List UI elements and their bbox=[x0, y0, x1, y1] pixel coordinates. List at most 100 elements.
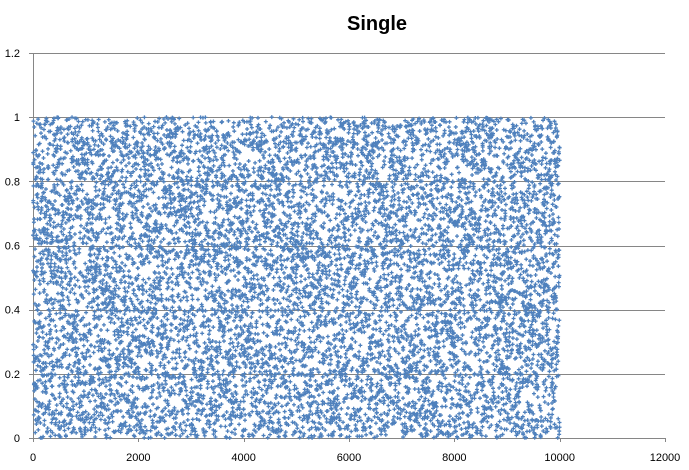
data-point bbox=[65, 382, 70, 387]
data-point bbox=[34, 422, 39, 427]
data-point bbox=[72, 291, 77, 296]
data-point bbox=[186, 187, 191, 192]
data-point bbox=[64, 287, 69, 292]
data-point bbox=[92, 142, 97, 147]
data-point bbox=[40, 265, 45, 270]
data-point bbox=[237, 422, 242, 427]
data-point bbox=[42, 239, 47, 244]
data-point bbox=[218, 147, 223, 152]
data-point bbox=[60, 293, 65, 298]
data-point bbox=[88, 399, 93, 404]
data-point bbox=[32, 217, 37, 222]
data-point bbox=[116, 286, 121, 291]
data-point bbox=[262, 239, 267, 244]
data-point bbox=[210, 179, 215, 184]
data-point bbox=[186, 411, 191, 416]
data-point bbox=[261, 393, 266, 398]
data-point bbox=[77, 186, 82, 191]
data-point bbox=[252, 369, 257, 374]
data-point bbox=[47, 233, 52, 238]
data-point bbox=[66, 365, 71, 370]
data-point bbox=[115, 128, 120, 133]
data-point bbox=[229, 327, 234, 332]
data-point bbox=[70, 347, 75, 352]
data-point bbox=[64, 260, 69, 265]
data-point bbox=[68, 195, 73, 200]
data-point bbox=[255, 358, 260, 363]
data-point bbox=[246, 159, 251, 164]
data-point bbox=[41, 279, 46, 284]
data-point bbox=[45, 227, 50, 232]
data-point bbox=[249, 269, 254, 274]
data-point bbox=[43, 187, 48, 192]
data-point bbox=[64, 390, 69, 395]
data-point bbox=[225, 141, 230, 146]
data-point bbox=[253, 226, 258, 231]
data-point bbox=[226, 118, 231, 123]
data-point bbox=[51, 203, 56, 208]
data-point bbox=[57, 391, 62, 396]
data-point bbox=[35, 385, 40, 390]
data-point bbox=[242, 418, 247, 423]
data-point bbox=[260, 357, 265, 362]
data-point bbox=[108, 134, 113, 139]
data-point bbox=[65, 151, 70, 156]
data-point bbox=[63, 434, 68, 439]
data-point bbox=[184, 294, 189, 299]
data-point bbox=[233, 274, 238, 279]
data-point bbox=[84, 275, 89, 280]
data-point bbox=[203, 115, 208, 120]
data-point bbox=[277, 275, 282, 280]
data-point bbox=[37, 141, 42, 146]
data-point bbox=[216, 315, 221, 320]
data-point bbox=[276, 434, 281, 439]
data-point bbox=[41, 127, 46, 132]
data-point bbox=[64, 187, 69, 192]
data-point bbox=[244, 379, 249, 384]
data-point bbox=[206, 381, 211, 386]
data-point bbox=[102, 186, 107, 191]
data-point bbox=[172, 257, 177, 262]
data-point bbox=[55, 269, 60, 274]
data-point bbox=[51, 318, 56, 323]
data-point bbox=[286, 415, 291, 420]
data-point bbox=[58, 343, 63, 348]
data-point bbox=[129, 365, 134, 370]
data-point bbox=[211, 390, 216, 395]
data-point bbox=[291, 368, 296, 373]
data-point bbox=[117, 254, 122, 259]
data-point bbox=[94, 409, 99, 414]
data-point bbox=[257, 369, 262, 374]
data-point bbox=[286, 304, 291, 309]
data-point bbox=[41, 252, 46, 257]
data-point bbox=[200, 331, 205, 336]
data-point bbox=[43, 122, 48, 127]
data-point bbox=[90, 305, 95, 310]
data-point bbox=[50, 235, 55, 240]
data-point bbox=[175, 332, 180, 337]
data-point bbox=[261, 433, 266, 438]
data-point bbox=[92, 407, 97, 412]
data-point bbox=[235, 344, 240, 349]
data-point bbox=[71, 390, 76, 395]
data-point bbox=[196, 216, 201, 221]
data-point bbox=[271, 275, 276, 280]
data-point bbox=[70, 154, 75, 159]
data-point bbox=[118, 409, 123, 414]
data-point bbox=[126, 156, 131, 161]
data-point bbox=[249, 315, 254, 320]
data-point bbox=[202, 340, 207, 345]
data-point bbox=[43, 343, 48, 348]
data-point bbox=[266, 404, 271, 409]
data-point bbox=[243, 383, 248, 388]
data-point bbox=[132, 288, 137, 293]
data-point bbox=[74, 339, 79, 344]
data-point bbox=[36, 427, 41, 432]
data-point bbox=[215, 308, 220, 313]
data-point bbox=[32, 125, 37, 130]
data-point bbox=[163, 406, 168, 411]
data-point bbox=[53, 433, 58, 438]
data-point bbox=[157, 166, 162, 171]
data-point bbox=[287, 181, 292, 186]
data-point bbox=[166, 360, 171, 365]
